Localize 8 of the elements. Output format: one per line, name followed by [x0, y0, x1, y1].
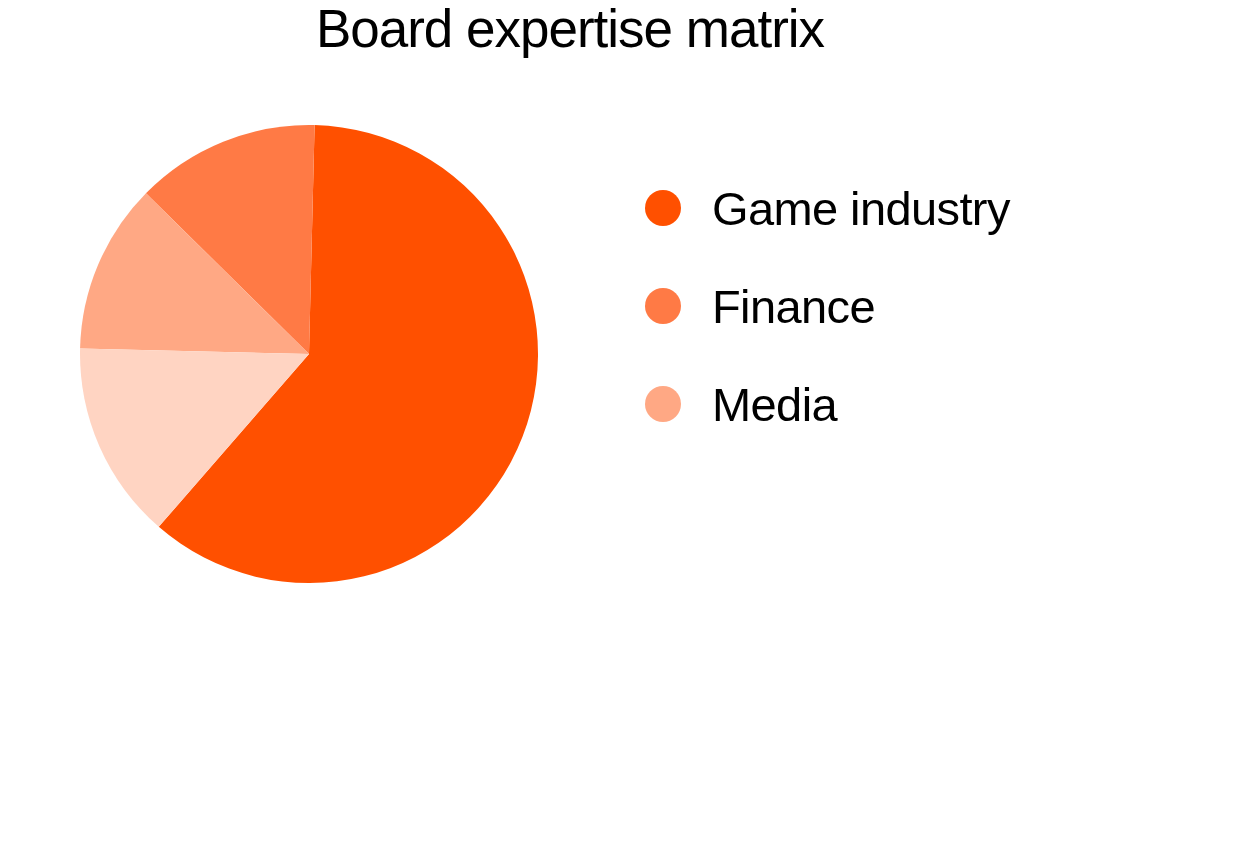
pie-slice [158, 125, 538, 583]
legend-label: Game industry [712, 180, 1010, 236]
pie-slice [145, 125, 315, 354]
legend-label: Finance [712, 278, 876, 334]
pie-slice [80, 193, 309, 354]
legend-label: Media [712, 376, 838, 432]
pie-slice [80, 348, 309, 527]
chart-title: Board expertise matrix [314, 0, 826, 59]
